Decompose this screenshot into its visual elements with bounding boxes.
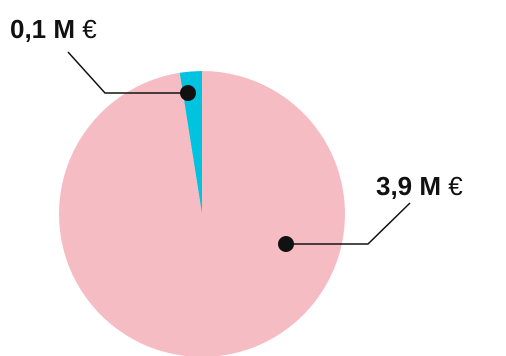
pie-slice-large — [59, 71, 345, 356]
leader-line-large — [286, 202, 411, 245]
slice-value-small: 0,1 M — [10, 14, 76, 44]
slice-unit-small: € — [82, 14, 97, 44]
slice-value-large: 3,9 M — [376, 171, 442, 201]
slice-unit-large: € — [448, 171, 463, 201]
leader-dot-small — [180, 85, 196, 101]
leader-dot-large — [278, 236, 294, 252]
slice-label-small: 0,1 M € — [10, 16, 97, 42]
pie-slice-small — [179, 71, 202, 214]
leader-line-small — [67, 51, 188, 94]
slice-label-large: 3,9 M € — [376, 173, 463, 199]
